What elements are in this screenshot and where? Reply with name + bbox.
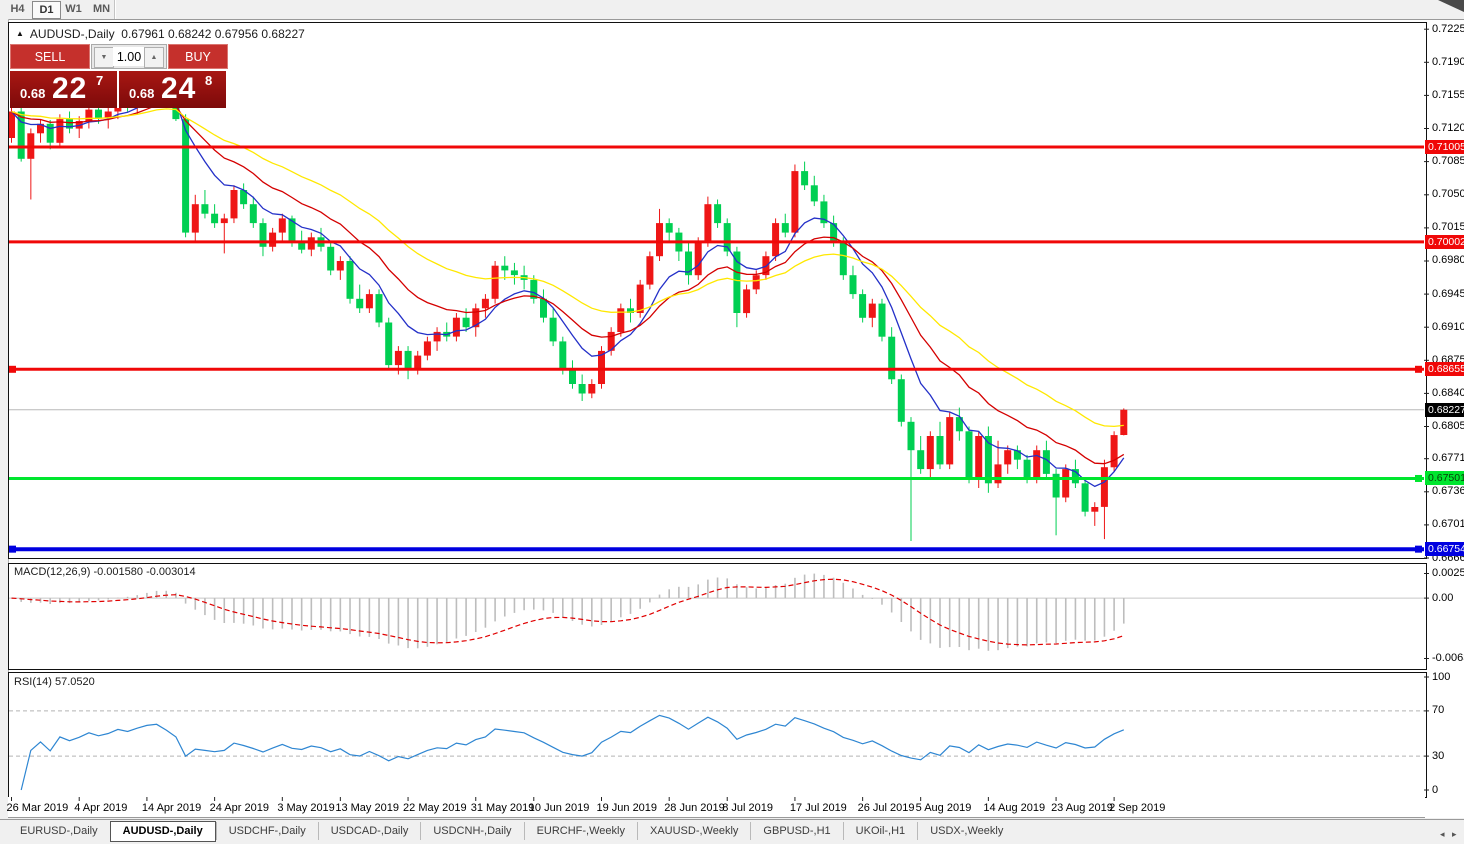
chart-tabs: EURUSD-,Daily AUDUSD-,Daily USDCHF-,Daily U… (8, 820, 1015, 842)
axis-tick-label: 0.002574 (1432, 567, 1464, 579)
axis-tick-label: 100 (1432, 670, 1451, 683)
date-axis-label: 2 Sep 2019 (1109, 802, 1166, 814)
chart-tab-usdcnh-daily[interactable]: USDCNH-,Daily (420, 822, 523, 840)
date-axis-label: 5 Aug 2019 (915, 802, 972, 814)
tabs-scroll-left-icon[interactable]: ◂ (1440, 829, 1445, 839)
chart-tab-gbpusd-h1[interactable]: GBPUSD-,H1 (750, 822, 842, 840)
chart-tab-bar: EURUSD-,Daily AUDUSD-,Daily USDCHF-,Daily U… (0, 819, 1464, 844)
chart-tab-eurchf-weekly[interactable]: EURCHF-,Weekly (523, 822, 637, 840)
volume-input[interactable] (113, 47, 145, 66)
date-axis-label: 26 Jul 2019 (857, 802, 915, 814)
macd-panel[interactable] (8, 563, 1427, 670)
chart-tab-eurusd-daily[interactable]: EURUSD-,Daily (20, 825, 98, 837)
date-axis-label: 14 Apr 2019 (141, 802, 202, 814)
rsi-panel[interactable] (8, 672, 1427, 798)
sell-price-prefix: 0.68 (20, 86, 46, 101)
chart-tab-ukoil-h1[interactable]: UKOil-,H1 (842, 822, 918, 840)
date-axis-label: 10 Jun 2019 (528, 802, 590, 814)
date-axis-label: 28 Jun 2019 (664, 802, 725, 814)
date-axis-label: 26 Mar 2019 (6, 802, 69, 814)
timeframe-button-d1[interactable]: D1 (32, 1, 61, 19)
price-level-badge: 0.70002 (1425, 234, 1464, 249)
date-axis-strip (8, 797, 1425, 818)
axis-tick-label: 70 (1432, 704, 1445, 717)
chart-title: ▲ AUDUSD-,Daily 0.67961 0.68242 0.67956 0… (16, 27, 305, 41)
axis-tick-label: 0 (1432, 783, 1439, 796)
price-level-badge: 0.67501 (1425, 471, 1464, 486)
buy-button[interactable]: BUY (168, 44, 228, 69)
chart-symbol-period: AUDUSD-,Daily (29, 27, 115, 41)
date-axis-label: 24 Apr 2019 (209, 802, 269, 814)
date-axis-label: 3 May 2019 (277, 802, 335, 814)
price-level-badge: 0.71005 (1425, 139, 1464, 154)
chart-tab-xauusd-weekly[interactable]: XAUUSD-,Weekly (636, 822, 750, 840)
price-level-badge: 0.66754 (1425, 542, 1464, 557)
date-axis-label: 19 Jun 2019 (596, 802, 658, 814)
main-price-panel[interactable] (8, 22, 1427, 559)
timeframe-toolbar: H4 D1 W1 MN (0, 0, 1464, 20)
buy-price-big-digits: 24 (161, 72, 197, 105)
volume-increase-icon[interactable]: ▲ (144, 47, 164, 68)
date-axis-label: 31 May 2019 (470, 802, 535, 814)
axis-tick-label: -0.006326 (1432, 652, 1464, 664)
axis-tick-label: 30 (1432, 749, 1445, 762)
axis-tick-label: 0.00 (1432, 591, 1454, 604)
date-axis-label: 4 Apr 2019 (74, 802, 128, 814)
buy-price-prefix: 0.68 (129, 86, 155, 101)
window-corner-wedge-icon (1438, 0, 1464, 12)
chart-tab-audusd-daily[interactable]: AUDUSD-,Daily (109, 821, 216, 842)
timeframe-button-h4[interactable]: H4 (10, 3, 25, 15)
sell-button[interactable]: SELL (10, 44, 90, 69)
trade-controls-row: SELL ▼ ▲ BUY (10, 44, 228, 69)
buy-price-pip-digit: 8 (205, 73, 213, 88)
macd-indicator-label: MACD(12,26,9) -0.001580 -0.003014 (14, 566, 196, 578)
timeframe-button-mn[interactable]: MN (92, 3, 111, 15)
date-axis-label: 22 May 2019 (403, 802, 467, 814)
chart-tab-usdchf-daily[interactable]: USDCHF-,Daily (215, 822, 318, 840)
date-axis-label: 23 Aug 2019 (1051, 802, 1113, 814)
sell-price-pip-digit: 7 (96, 73, 104, 88)
rsi-indicator-label: RSI(14) 57.0520 (14, 676, 95, 688)
chart-ohlc-values: 0.67961 0.68242 0.67956 0.68227 (121, 27, 305, 41)
price-level-badge: 0.68227 (1425, 402, 1464, 417)
volume-spinner: ▼ ▲ (91, 44, 167, 69)
timeframe-button-w1[interactable]: W1 (65, 3, 82, 15)
chart-tab-usdcad-daily[interactable]: USDCAD-,Daily (317, 822, 421, 840)
date-axis-label: 17 Jul 2019 (789, 802, 847, 814)
chart-tab-usdx-weekly[interactable]: USDX-,Weekly (917, 822, 1015, 840)
collapse-triangle-icon[interactable]: ▲ (16, 29, 24, 38)
date-axis-label: 8 Jul 2019 (722, 802, 773, 814)
price-level-badge: 0.68655 (1425, 362, 1464, 377)
toolbar-separator (114, 0, 116, 19)
date-axis-label: 13 May 2019 (335, 802, 399, 814)
sell-price-big-digits: 22 (52, 72, 88, 105)
volume-decrease-icon[interactable]: ▼ (94, 47, 114, 68)
sell-price-box[interactable]: 0.68 22 7 (10, 71, 119, 108)
date-axis-label: 14 Aug 2019 (983, 802, 1046, 814)
buy-price-box[interactable]: 0.68 24 8 (119, 71, 226, 108)
one-click-trading-panel: SELL ▼ ▲ BUY 0.68 22 7 0.68 24 8 (10, 44, 228, 108)
tabs-scroll-right-icon[interactable]: ▸ (1452, 829, 1457, 839)
